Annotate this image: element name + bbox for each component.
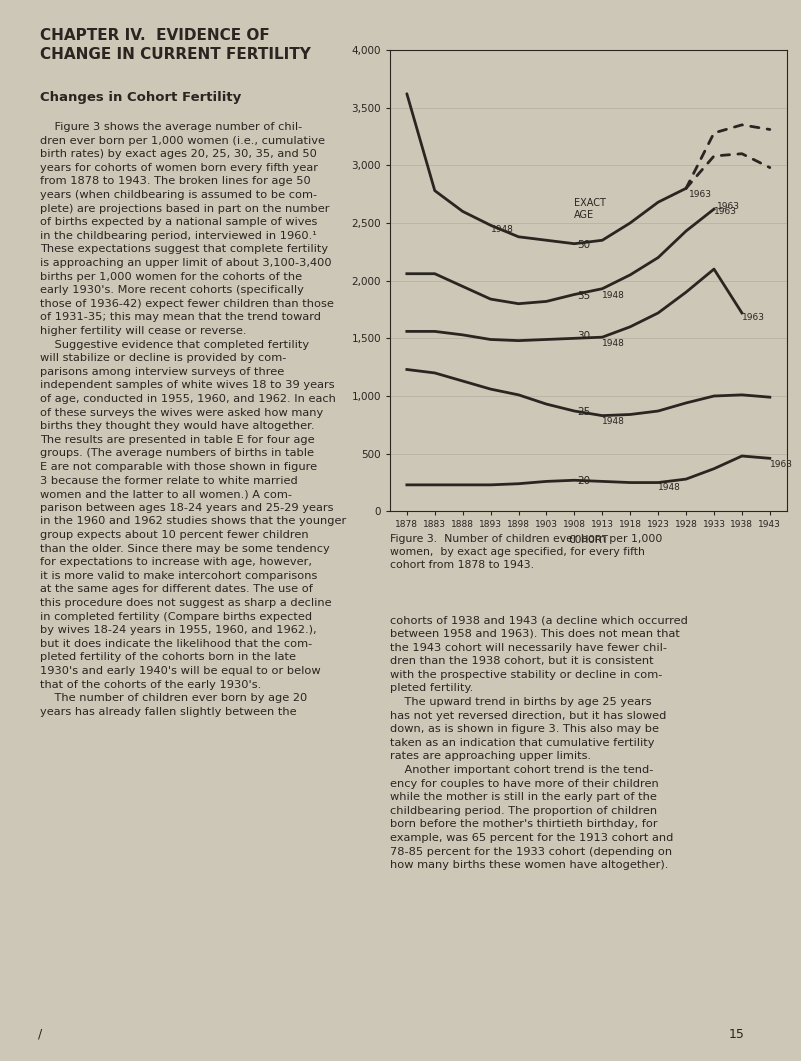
Text: 1963: 1963 [742,313,765,323]
Text: 1948: 1948 [602,340,625,348]
Text: 1963: 1963 [689,190,712,198]
X-axis label: COHORT: COHORT [568,535,609,545]
Text: 1948: 1948 [602,291,625,300]
Text: Figure 3 shows the average number of chil-
dren ever born per 1,000 women (i.e.,: Figure 3 shows the average number of chi… [40,122,346,717]
Text: 1948: 1948 [602,417,625,425]
Text: CHAPTER IV.  EVIDENCE OF: CHAPTER IV. EVIDENCE OF [40,29,270,44]
Text: 1948: 1948 [490,225,513,234]
Text: 30: 30 [578,331,590,341]
Text: /: / [38,1028,42,1041]
Text: 20: 20 [578,475,590,486]
Text: 25: 25 [578,406,590,417]
Text: cohorts of 1938 and 1943 (a decline which occurred
between 1958 and 1963). This : cohorts of 1938 and 1943 (a decline whic… [390,615,688,870]
Text: Changes in Cohort Fertility: Changes in Cohort Fertility [40,91,241,104]
Text: 1963: 1963 [770,460,793,469]
Text: 1948: 1948 [658,484,681,492]
Text: 50: 50 [578,240,590,250]
Text: 15: 15 [729,1028,745,1041]
Text: CHANGE IN CURRENT FERTILITY: CHANGE IN CURRENT FERTILITY [40,48,311,63]
Text: 35: 35 [578,291,590,300]
Text: 1963: 1963 [717,203,740,211]
Text: Figure 3.  Number of children ever born per 1,000
women,  by exact age specified: Figure 3. Number of children ever born p… [390,534,662,570]
Text: 1963: 1963 [714,207,737,215]
Text: EXACT
AGE: EXACT AGE [574,198,606,220]
